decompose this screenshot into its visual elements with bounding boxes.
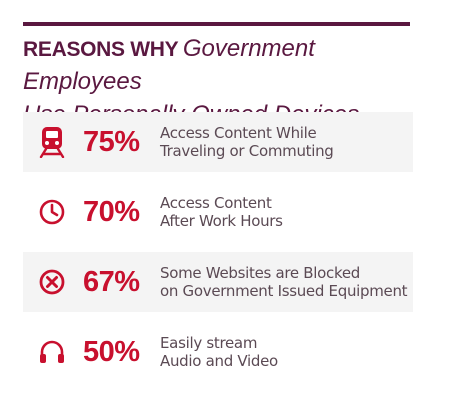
reason-row-after-hours: 70% Access Content After Work Hours	[23, 182, 413, 242]
reason-row-blocked: 67% Some Websites are Blocked on Governm…	[23, 252, 413, 312]
reason-line2: on Government Issued Equipment	[160, 282, 408, 300]
title-italic-line1: Government Employees	[23, 35, 315, 95]
percent-after-hours: 70%	[83, 195, 140, 228]
reason-line2: After Work Hours	[160, 212, 283, 230]
reason-row-stream: 50% Easily stream Audio and Video	[23, 322, 413, 382]
clock-icon	[35, 195, 69, 229]
reason-line1: Easily stream	[160, 334, 258, 352]
percent-travel: 75%	[83, 125, 140, 158]
top-divider	[23, 22, 410, 26]
headphones-icon	[35, 335, 69, 369]
reason-text-after-hours: Access Content After Work Hours	[160, 194, 283, 230]
reasons-list: 75% Access Content While Traveling or Co…	[23, 112, 413, 392]
reason-text-stream: Easily stream Audio and Video	[160, 334, 278, 370]
reason-line2: Audio and Video	[160, 352, 278, 370]
percent-blocked: 67%	[83, 265, 140, 298]
reason-row-travel: 75% Access Content While Traveling or Co…	[23, 112, 413, 172]
reason-line2: Traveling or Commuting	[160, 142, 334, 160]
reason-text-travel: Access Content While Traveling or Commut…	[160, 124, 334, 160]
reason-line1: Access Content	[160, 194, 272, 212]
reason-line1: Access Content While	[160, 124, 317, 142]
train-icon	[35, 125, 69, 159]
reason-text-blocked: Some Websites are Blocked on Government …	[160, 264, 408, 300]
blocked-icon	[35, 265, 69, 299]
reason-line1: Some Websites are Blocked	[160, 264, 360, 282]
title-bold: REASONS WHY	[23, 38, 179, 61]
percent-stream: 50%	[83, 335, 140, 368]
